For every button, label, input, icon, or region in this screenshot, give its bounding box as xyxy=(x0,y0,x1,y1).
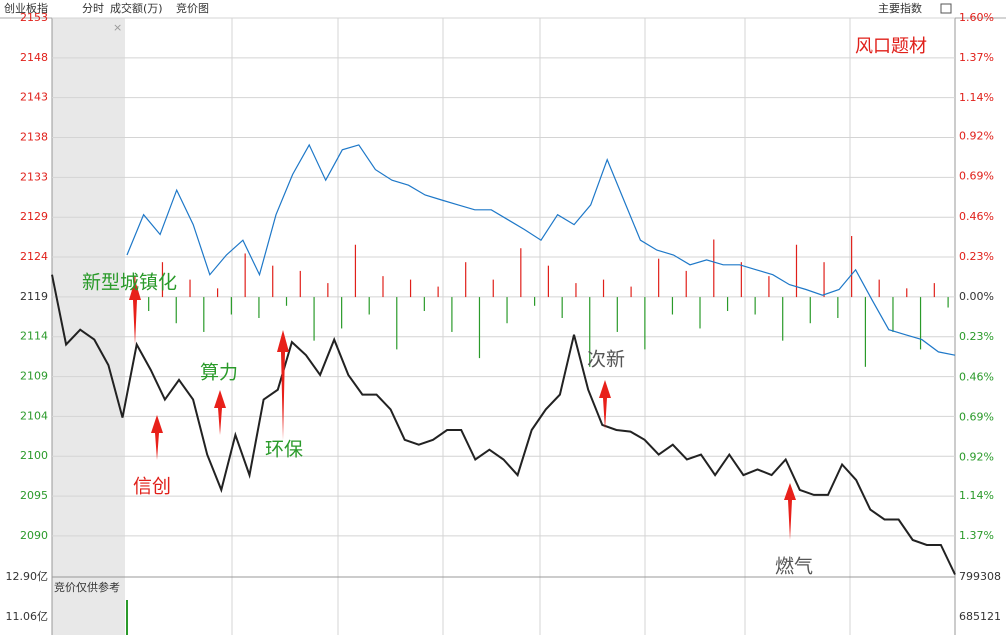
price-line xyxy=(51,274,956,575)
y2-tick-label: 1.60% xyxy=(959,11,994,24)
y2-tick-label: 0.46% xyxy=(959,210,994,223)
annotation: 算力 xyxy=(200,362,238,384)
y-tick-label: 2129 xyxy=(20,210,48,223)
y2-tick-label: 0.92% xyxy=(959,130,994,143)
y-tick-label: 2090 xyxy=(20,529,48,542)
annotation: 新型城镇化 xyxy=(82,272,177,294)
y-tick-label: 2124 xyxy=(20,250,48,263)
pre-market-shade xyxy=(52,18,125,635)
tab[interactable]: 竞价图 xyxy=(176,1,209,15)
y-tick-label: 2143 xyxy=(20,91,48,104)
marks xyxy=(51,17,956,575)
y2-tick-label: 0.69% xyxy=(959,410,994,423)
price-line xyxy=(126,143,956,356)
y-tick-label: 2133 xyxy=(20,170,48,183)
close-icon[interactable]: × xyxy=(113,21,122,34)
annotation: 次新 xyxy=(587,349,625,371)
y-tick-label: 2109 xyxy=(20,370,48,383)
y-tick-label: 2119 xyxy=(20,290,48,303)
volume-label: 799308 xyxy=(959,570,1001,583)
menu[interactable]: 主要指数 xyxy=(878,1,922,15)
menu-icon[interactable] xyxy=(940,3,952,14)
y-tick-label: 2114 xyxy=(20,330,48,343)
y-tick-label: 2148 xyxy=(20,51,48,64)
y-tick-label: 2095 xyxy=(20,489,48,502)
index-name: 创业板指 xyxy=(4,1,48,15)
y-tick-label: 2138 xyxy=(20,131,48,144)
arrows xyxy=(129,280,796,540)
volume-label: 12.90亿 xyxy=(6,570,49,583)
vertical-grid xyxy=(231,18,851,635)
chart-title: 风口题材 xyxy=(855,36,927,57)
volume-bar xyxy=(126,600,128,635)
y2-tick-label: 0.92% xyxy=(959,451,994,464)
y2-tick-label: 1.37% xyxy=(959,529,994,542)
tab[interactable]: 成交额(万) xyxy=(110,1,163,15)
y2-tick-label: 0.46% xyxy=(959,370,994,383)
y2-tick-label: 1.37% xyxy=(959,51,994,64)
y2-tick-label: 0.69% xyxy=(959,170,994,183)
y-tick-label: 2100 xyxy=(20,449,48,462)
volume-note: 竞价仅供参考 xyxy=(54,580,120,594)
volume-label: 11.06亿 xyxy=(6,610,49,623)
y2-tick-label: 1.14% xyxy=(959,91,994,104)
annotation: 环保 xyxy=(265,439,303,461)
y2-tick-label: 0.23% xyxy=(959,250,994,263)
annotation: 信创 xyxy=(133,476,171,498)
y-tick-label: 2153 xyxy=(20,11,48,24)
annotation: 燃气 xyxy=(775,556,813,578)
volume-label: 685121 xyxy=(959,610,1001,623)
y2-tick-label: 1.14% xyxy=(959,489,994,502)
y2-tick-label: 0.23% xyxy=(959,330,994,343)
y2-tick-label: 0.00% xyxy=(959,290,994,303)
y-tick-label: 2104 xyxy=(20,409,48,422)
tab[interactable]: 分时 xyxy=(82,2,104,15)
